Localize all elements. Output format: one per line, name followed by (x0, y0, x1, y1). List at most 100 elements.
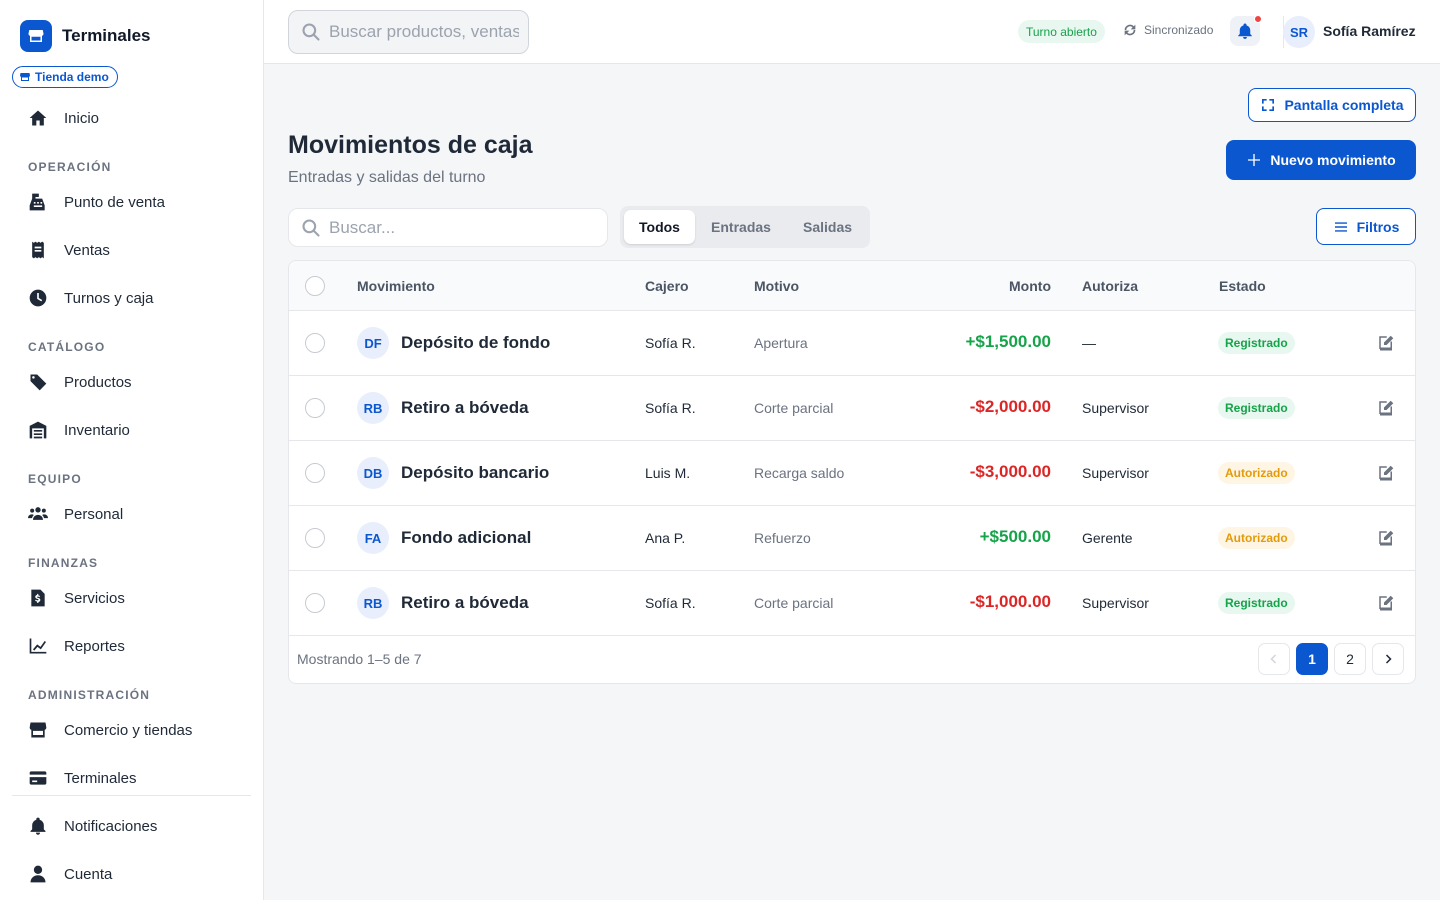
column-header-estado[interactable]: Estado (1219, 278, 1266, 294)
search-icon (302, 23, 320, 41)
notification-dot (1254, 15, 1262, 23)
amount-cell: +$500.00 (979, 527, 1051, 546)
page-button-1[interactable]: 1 (1296, 643, 1328, 675)
users-icon (28, 507, 48, 520)
fullscreen-button[interactable]: Pantalla completa (1248, 88, 1416, 122)
movements-table: Movimiento Cajero Motivo Monto Autoriza … (288, 260, 1416, 684)
store-icon (20, 73, 30, 81)
tab-todos[interactable]: Todos (624, 210, 695, 244)
authorizer-cell: Supervisor (1082, 595, 1149, 611)
tag-icon (29, 374, 47, 391)
select-all-checkbox[interactable] (305, 276, 325, 296)
filters-label: Filtros (1356, 218, 1400, 235)
sidebar-item-punto-de-venta[interactable]: Punto de venta (28, 190, 165, 214)
sidebar-item-cuenta[interactable]: Cuenta (28, 862, 112, 886)
edit-button[interactable] (1377, 594, 1395, 612)
store-selector[interactable]: Tienda demo (12, 66, 118, 88)
status-badge: Autorizado (1218, 462, 1295, 484)
reason-cell: Corte parcial (754, 595, 834, 611)
bell-icon (1238, 23, 1252, 39)
edit-button[interactable] (1377, 399, 1395, 417)
sidebar-item-label: Notificaciones (64, 817, 158, 835)
cashier-cell: Luis M. (645, 465, 691, 481)
page-subtitle: Entradas y salidas del turno (288, 169, 486, 186)
sidebar-item-label: Turnos y caja (64, 289, 154, 307)
row-checkbox[interactable] (305, 398, 325, 418)
column-header-motivo[interactable]: Motivo (754, 278, 800, 294)
sidebar-item-ventas[interactable]: Ventas (28, 238, 110, 262)
row-checkbox[interactable] (305, 333, 325, 353)
plus-icon (1248, 154, 1261, 166)
movement-name[interactable]: Depósito de fondo (401, 333, 551, 352)
column-header-autoriza[interactable]: Autoriza (1082, 278, 1138, 294)
new-movement-label: Nuevo movimiento (1270, 152, 1396, 168)
notifications-button[interactable] (1230, 15, 1262, 46)
sidebar-item-reportes[interactable]: Reportes (28, 634, 125, 658)
sidebar-item-turnos-y-caja[interactable]: Turnos y caja (28, 286, 153, 310)
store-name: Tienda demo (35, 70, 109, 84)
sync-icon (1124, 24, 1136, 36)
sidebar-item-comercio-y-tiendas[interactable]: Comercio y tiendas (28, 718, 192, 742)
amount-cell: +$1,500.00 (965, 332, 1051, 351)
prev-page-button[interactable] (1258, 643, 1290, 675)
table-header: Movimiento Cajero Motivo Monto Autoriza … (289, 261, 1415, 311)
table-row[interactable]: RB Retiro a bóveda Sofía R. Corte parcial -$… (289, 376, 1415, 441)
section-title-finanzas: FINANZAS (28, 556, 99, 570)
sidebar-item-terminales[interactable]: Terminales (28, 766, 137, 790)
new-movement-button[interactable]: Nuevo movimiento (1226, 140, 1416, 180)
table-row[interactable]: FA Fondo adicional Ana P. Refuerzo +$500.00 G… (289, 506, 1415, 571)
column-header-cajero[interactable]: Cajero (645, 278, 689, 294)
sidebar-item-inicio[interactable]: Inicio (28, 106, 99, 130)
global-search-input[interactable] (329, 22, 519, 42)
edit-icon (1377, 530, 1395, 551)
filters-button[interactable]: Filtros (1316, 208, 1416, 245)
movement-name[interactable]: Fondo adicional (401, 528, 532, 547)
page-button-2[interactable]: 2 (1334, 643, 1366, 675)
edit-button[interactable] (1377, 464, 1395, 482)
chart-line-icon (29, 638, 47, 654)
section-title-equipo: EQUIPO (28, 472, 82, 486)
global-search[interactable] (288, 10, 529, 54)
menu-lines-icon (1334, 221, 1347, 232)
sidebar-item-label: Cuenta (64, 865, 113, 883)
movements-search[interactable] (288, 208, 608, 247)
edit-button[interactable] (1377, 334, 1395, 352)
row-checkbox[interactable] (305, 528, 325, 548)
movement-name[interactable]: Retiro a bóveda (401, 398, 529, 417)
search-icon (302, 218, 320, 237)
invoice-dollar-icon (31, 589, 45, 607)
chevron-left-icon (1270, 654, 1277, 664)
app-name: Terminales (62, 26, 151, 45)
tab-entradas[interactable]: Entradas (711, 219, 771, 235)
table-row[interactable]: RB Retiro a bóveda Sofía R. Corte parcial -$… (289, 571, 1415, 636)
status-badge: Registrado (1218, 397, 1295, 419)
table-row[interactable]: DB Depósito bancario Luis M. Recarga saldo -… (289, 441, 1415, 506)
edit-button[interactable] (1377, 529, 1395, 547)
brand[interactable]: Terminales (20, 20, 151, 52)
row-checkbox[interactable] (305, 593, 325, 613)
tab-salidas[interactable]: Salidas (802, 219, 853, 235)
column-header-monto[interactable]: Monto (1009, 278, 1051, 294)
avatar[interactable]: SR (1283, 16, 1315, 48)
column-header-movimiento[interactable]: Movimiento (357, 278, 435, 294)
movements-search-input[interactable] (329, 217, 589, 238)
sidebar-item-label: Punto de venta (64, 193, 165, 211)
movement-name[interactable]: Depósito bancario (401, 463, 550, 482)
movement-initials: DF (357, 327, 389, 359)
clock-icon (29, 289, 47, 307)
bell-icon (30, 817, 46, 835)
sidebar-item-servicios[interactable]: Servicios (28, 586, 125, 610)
sidebar-item-productos[interactable]: Productos (28, 370, 132, 394)
cashier-cell: Ana P. (645, 530, 686, 546)
sidebar-item-notificaciones[interactable]: Notificaciones (28, 814, 157, 838)
sync-status[interactable]: Sincronizado (1122, 22, 1213, 38)
sidebar-item-personal[interactable]: Personal (28, 502, 123, 526)
next-page-button[interactable] (1372, 643, 1404, 675)
user-name[interactable]: Sofía Ramírez (1323, 23, 1416, 39)
section-title-operacion: OPERACIÓN (28, 160, 112, 174)
row-checkbox[interactable] (305, 463, 325, 483)
movement-name[interactable]: Retiro a bóveda (401, 593, 529, 612)
user-icon (30, 865, 46, 883)
sidebar-item-inventario[interactable]: Inventario (28, 418, 130, 442)
table-row[interactable]: DF Depósito de fondo Sofía R. Apertura +$1,5… (289, 311, 1415, 376)
